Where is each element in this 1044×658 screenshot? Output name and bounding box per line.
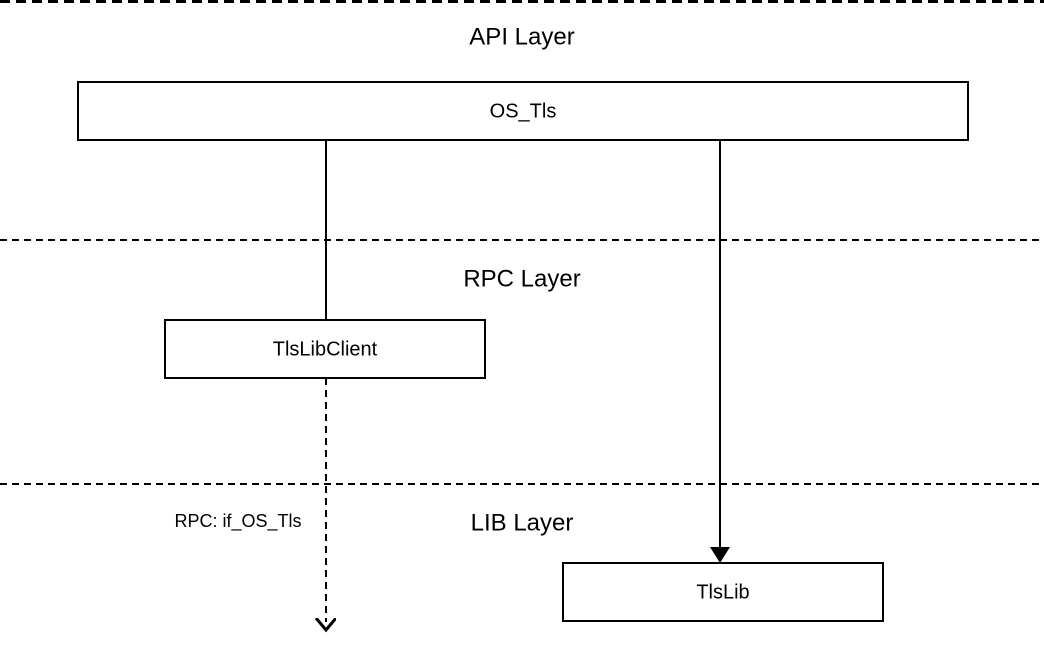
layer-label-api: API Layer	[469, 23, 574, 50]
node-os-tls: OS_Tls	[78, 82, 968, 140]
node-tlslibclient: TlsLibClient	[165, 320, 485, 378]
edge-label-rpc-if-os-tls: RPC: if_OS_Tls	[174, 511, 301, 532]
layer-label-lib: LIB Layer	[471, 509, 574, 536]
node-label: OS_Tls	[490, 100, 557, 122]
node-label: TlsLib	[696, 581, 749, 603]
layer-label-rpc: RPC Layer	[463, 265, 580, 292]
node-tlslib: TlsLib	[563, 563, 883, 621]
node-label: TlsLibClient	[273, 338, 378, 360]
